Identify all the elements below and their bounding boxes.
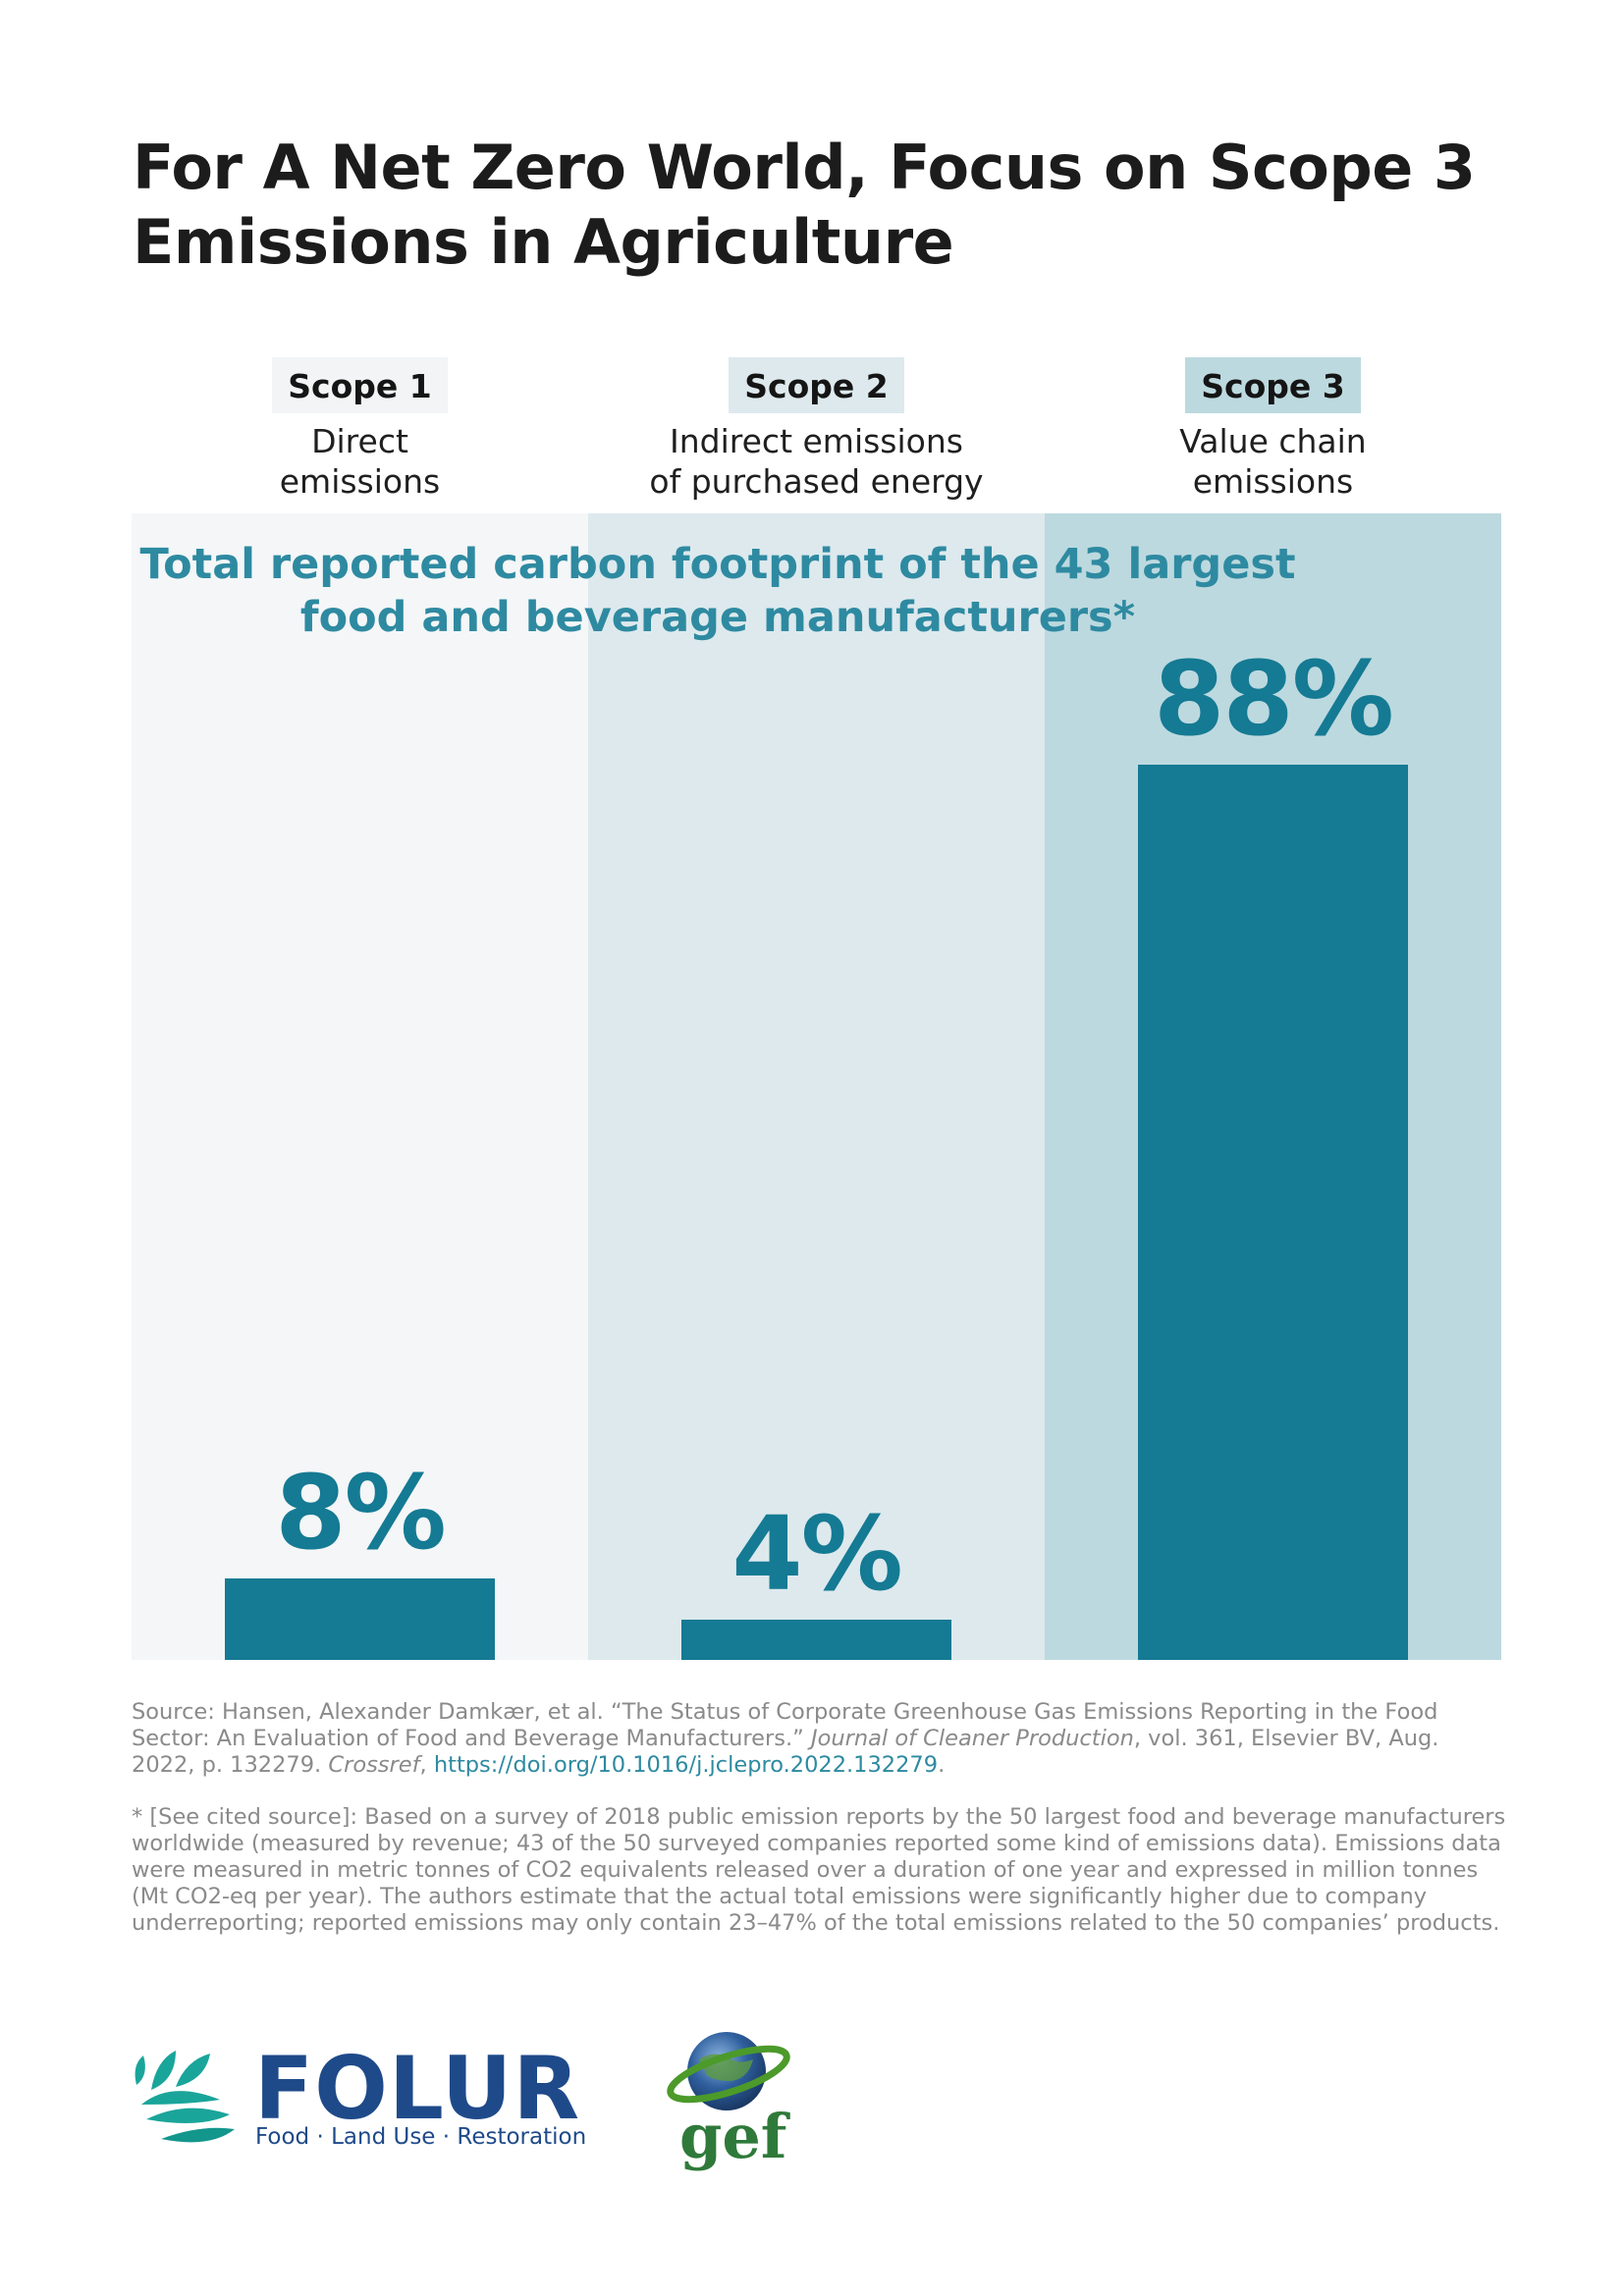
source-journal: Journal of Cleaner Production (810, 1726, 1134, 1751)
chart-area (132, 513, 1501, 1660)
folur-tagline: Food · Land Use · Restoration (255, 2124, 587, 2150)
scope-3-desc-line-2: emissions (1192, 462, 1354, 501)
scope-2-header: Scope 2 Indirect emissions of purchased … (588, 357, 1045, 502)
scope-3-header: Scope 3 Value chain emissions (1045, 357, 1501, 502)
folur-logo: FOLUR Food · Land Use · Restoration (132, 2038, 587, 2160)
scope-1-desc-line-1: Direct (311, 422, 408, 460)
scope-2-desc-line-1: Indirect emissions (670, 422, 963, 460)
source-crossref: Crossref (328, 1752, 420, 1778)
bar-scope-1 (225, 1578, 495, 1660)
value-label-scope-3: 88% (1154, 639, 1394, 759)
value-label-scope-1: 8% (275, 1453, 447, 1574)
scope-3-desc-line-1: Value chain (1179, 422, 1367, 460)
scope-1-header: Scope 1 Direct emissions (132, 357, 588, 502)
page-title-line-1: For A Net Zero World, Focus on Scope 3 (133, 132, 1476, 203)
gef-name: gef (679, 2101, 787, 2172)
scope-2-badge: Scope 2 (729, 357, 904, 413)
source-doi-link[interactable]: https://doi.org/10.1016/j.jclepro.2022.1… (433, 1752, 939, 1778)
source-text: Source: Hansen, Alexander Damkær, et al.… (132, 1699, 1438, 1751)
scope-1-description: Direct emissions (132, 421, 588, 502)
chart-subtitle-line-2: food and beverage manufacturers* (299, 593, 1136, 642)
scope-3-badge: Scope 3 (1185, 357, 1361, 413)
gef-logo: gef (660, 2020, 797, 2177)
scope-1-badge: Scope 1 (272, 357, 448, 413)
source-details: , vol. 361, Elsevier BV, Aug. 2022, p. 1… (132, 1726, 1439, 1778)
scope-3-description: Value chain emissions (1045, 421, 1501, 502)
chart-subtitle: Total reported carbon footprint of the 4… (0, 538, 1449, 644)
gef-globe-icon (667, 2032, 790, 2110)
scope-1-panel (132, 513, 588, 1660)
page-title-line-2: Emissions in Agriculture (133, 206, 954, 278)
page-title: For A Net Zero World, Focus on Scope 3 E… (133, 131, 1507, 280)
scope-2-desc-line-2: of purchased energy (649, 462, 984, 501)
scope-2-description: Indirect emissions of purchased energy (588, 421, 1045, 502)
value-label-scope-2: 4% (731, 1493, 903, 1614)
bar-scope-2 (681, 1619, 951, 1660)
source-end: . (938, 1752, 946, 1778)
footnote: * [See cited source]: Based on a survey … (132, 1804, 1506, 1936)
chart-subtitle-line-1: Total reported carbon footprint of the 4… (139, 540, 1296, 589)
scope-2-panel (588, 513, 1045, 1660)
source-citation: Source: Hansen, Alexander Damkær, et al.… (132, 1699, 1439, 1778)
folur-name: FOLUR (254, 2038, 581, 2139)
folur-leaf-icon (135, 2051, 235, 2143)
bar-scope-3 (1138, 765, 1408, 1660)
scope-1-desc-line-2: emissions (279, 462, 441, 501)
